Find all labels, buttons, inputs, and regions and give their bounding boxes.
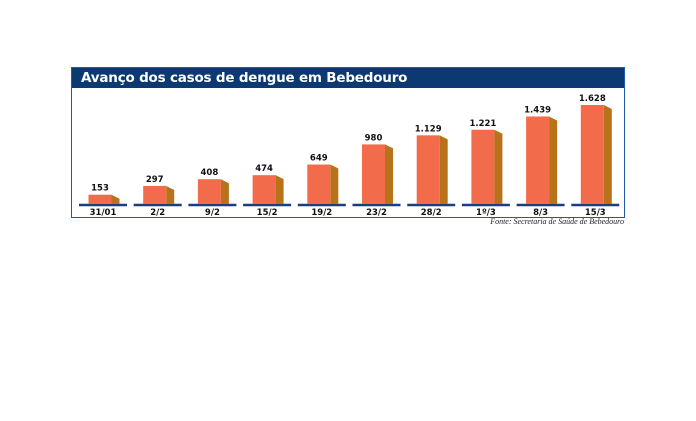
bar-side (330, 164, 339, 204)
chart-title: Avanço dos casos de dengue em Bebedouro (81, 70, 408, 86)
data-label: 297 (146, 175, 164, 185)
x-tick-label: 15/2 (257, 208, 278, 218)
bar (362, 144, 385, 204)
bar-side (111, 194, 120, 204)
bar-side (220, 179, 229, 204)
data-label: 649 (310, 154, 328, 164)
x-tick-label: 23/2 (366, 208, 387, 218)
data-label: 1.439 (524, 105, 551, 115)
bar (88, 194, 112, 204)
data-label: 408 (201, 168, 219, 178)
bar (416, 135, 440, 204)
bar-side (603, 105, 612, 204)
bar-side (494, 129, 503, 204)
bar (471, 129, 495, 204)
bar (197, 179, 221, 204)
x-tick-label: 9/2 (205, 208, 220, 218)
source-note: Fonte: Secretaria de Saúde de Bebedouro (490, 217, 624, 226)
data-label: 980 (365, 133, 383, 143)
bar-side (439, 135, 448, 204)
x-tick-label: 19/2 (311, 208, 332, 218)
data-label: 1.129 (415, 124, 442, 134)
x-tick-label: 31/01 (90, 208, 117, 218)
x-tick-label: 28/2 (421, 208, 442, 218)
bar (580, 105, 604, 204)
bar (143, 185, 167, 204)
bar (526, 116, 550, 204)
data-label: 1.221 (469, 119, 496, 129)
bar-side (275, 175, 284, 204)
data-label: 474 (255, 164, 273, 174)
x-tick-label: 15/3 (585, 208, 606, 218)
x-tick-label: 8/3 (533, 208, 548, 218)
bar-side (385, 144, 393, 204)
bar (252, 175, 276, 204)
data-label: 1.628 (579, 94, 606, 104)
data-label: 153 (91, 184, 109, 194)
x-tick-label: 1º/3 (476, 208, 496, 218)
bar (307, 164, 331, 204)
bar-side (166, 185, 175, 204)
title-bar: Avanço dos casos de dengue em Bebedouro (72, 68, 624, 88)
bar-side (549, 116, 558, 204)
x-tick-label: 2/2 (150, 208, 165, 218)
